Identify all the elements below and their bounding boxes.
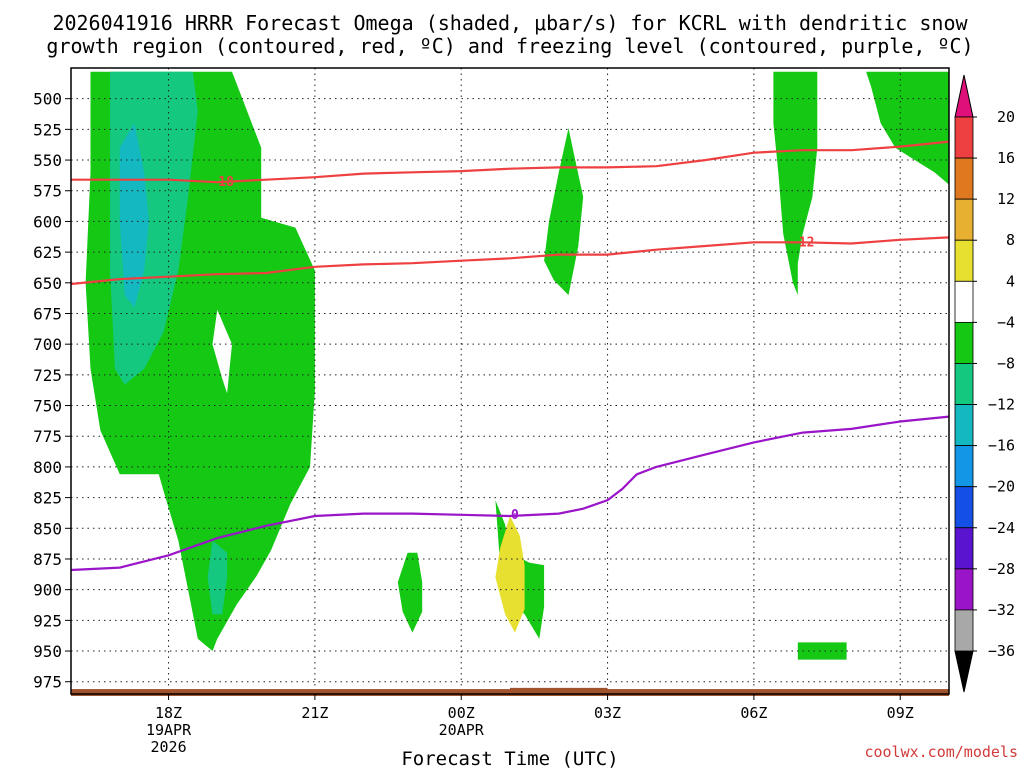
omega-region-5 <box>846 71 949 185</box>
x-tick-label: 09Z <box>887 704 914 722</box>
colorbar-segment <box>954 609 974 652</box>
colorbar-segment <box>954 239 974 282</box>
omega-region-6 <box>797 642 847 660</box>
y-tick-label: 700 <box>33 335 62 354</box>
omega-region-3 <box>397 552 423 633</box>
omega-region-10 <box>119 123 149 308</box>
colorbar-segment <box>954 404 974 447</box>
credit-text: coolwx.com/models <box>864 743 1018 761</box>
colorbar-label: 16 <box>997 149 1015 167</box>
y-tick-label: 725 <box>33 366 62 385</box>
y-tick-label: 850 <box>33 519 62 538</box>
terrain-strip <box>71 687 949 696</box>
colorbar-bottom-arrow <box>954 650 974 693</box>
colorbar-segment <box>954 527 974 570</box>
x-axis-label: Forecast Time (UTC) <box>401 748 618 768</box>
colorbar-label: −4 <box>997 313 1015 331</box>
colorbar-label: −32 <box>988 601 1015 619</box>
terrain-bump <box>510 687 608 691</box>
y-tick-label: 550 <box>33 151 62 170</box>
omega-region-9 <box>207 540 228 615</box>
y-tick-label: 775 <box>33 427 62 446</box>
contour-line--12 <box>70 236 950 286</box>
colorbar: 20 16 12 8 4 −4 −8 −12 −16 −20 −24 −28 −32 −36 <box>954 74 1015 693</box>
colorbar-top-arrow <box>954 74 974 118</box>
colorbar-label: −12 <box>988 396 1015 414</box>
pressure-axis: 500 525 550 575 600 625 650 675 700 725 750 775 800 8… <box>33 90 71 692</box>
y-tick-label: 675 <box>33 304 62 323</box>
y-tick-label: 575 <box>33 182 62 201</box>
colorbar-segment <box>954 445 974 488</box>
terrain-fill <box>71 689 949 696</box>
y-tick-label: 500 <box>33 90 62 109</box>
x-tick-label: 00Z <box>448 704 475 722</box>
y-tick-label: 900 <box>33 581 62 600</box>
colorbar-label: 20 <box>997 108 1015 126</box>
omega-hole-0 <box>212 309 232 394</box>
colorbar-label: −8 <box>997 354 1015 372</box>
y-tick-label: 975 <box>33 673 62 692</box>
contour-label--18: -18 <box>210 175 234 190</box>
chart-title-line1: 2026041916 HRRR Forecast Omega (shaded, … <box>52 11 968 35</box>
y-tick-label: 825 <box>33 489 62 508</box>
contour-lines: -18 -12 0 <box>70 140 950 572</box>
x-tick-label: 06Z <box>740 704 767 722</box>
colorbar-segment <box>954 198 974 241</box>
y-tick-label: 650 <box>33 274 62 293</box>
x-tick-label: 19APR <box>146 721 192 739</box>
colorbar-segment <box>954 280 974 323</box>
colorbar-label: −20 <box>988 478 1015 496</box>
x-tick-label: 21Z <box>301 704 328 722</box>
y-tick-label: 800 <box>33 458 62 477</box>
x-tick-label: 18Z <box>155 704 182 722</box>
colorbar-label: −24 <box>988 519 1015 537</box>
x-tick-label: 20APR <box>439 721 485 739</box>
colorbar-segment <box>954 363 974 405</box>
x-tick-label: 03Z <box>594 704 621 722</box>
colorbar-label: −16 <box>988 437 1015 455</box>
omega-region-7 <box>495 516 525 633</box>
contour-line--18 <box>71 140 950 184</box>
colorbar-label: 4 <box>1006 272 1015 290</box>
contour-line-0 <box>70 415 950 572</box>
colorbar-label: −28 <box>988 560 1015 578</box>
contour-label--12: -12 <box>791 235 814 250</box>
plot-area: -18 -12 0 <box>70 67 950 696</box>
omega-shading <box>85 71 949 660</box>
colorbar-segment <box>954 157 974 200</box>
chart-title-line2: growth region (contoured, red, ºC) and f… <box>46 34 973 58</box>
y-tick-label: 875 <box>33 550 62 569</box>
y-tick-label: 600 <box>33 212 62 231</box>
colorbar-segment <box>954 321 974 364</box>
colorbar-label: 8 <box>1006 231 1015 249</box>
grid-lines <box>71 68 949 694</box>
colorbar-segment <box>954 486 974 529</box>
plot-frame <box>70 67 950 695</box>
y-tick-label: 950 <box>33 642 62 661</box>
y-tick-label: 750 <box>33 397 62 416</box>
x-tick-label: 2026 <box>150 738 186 756</box>
colorbar-label: −36 <box>988 642 1015 660</box>
y-tick-label: 925 <box>33 611 62 630</box>
y-tick-label: 625 <box>33 243 62 262</box>
y-tick-label: 525 <box>33 120 62 139</box>
contour-label-0: 0 <box>511 508 519 523</box>
colorbar-label: 12 <box>997 190 1015 208</box>
colorbar-segment <box>954 116 974 159</box>
colorbar-segment <box>954 568 974 611</box>
omega-region-4 <box>773 71 818 296</box>
omega-region-1 <box>544 128 584 296</box>
